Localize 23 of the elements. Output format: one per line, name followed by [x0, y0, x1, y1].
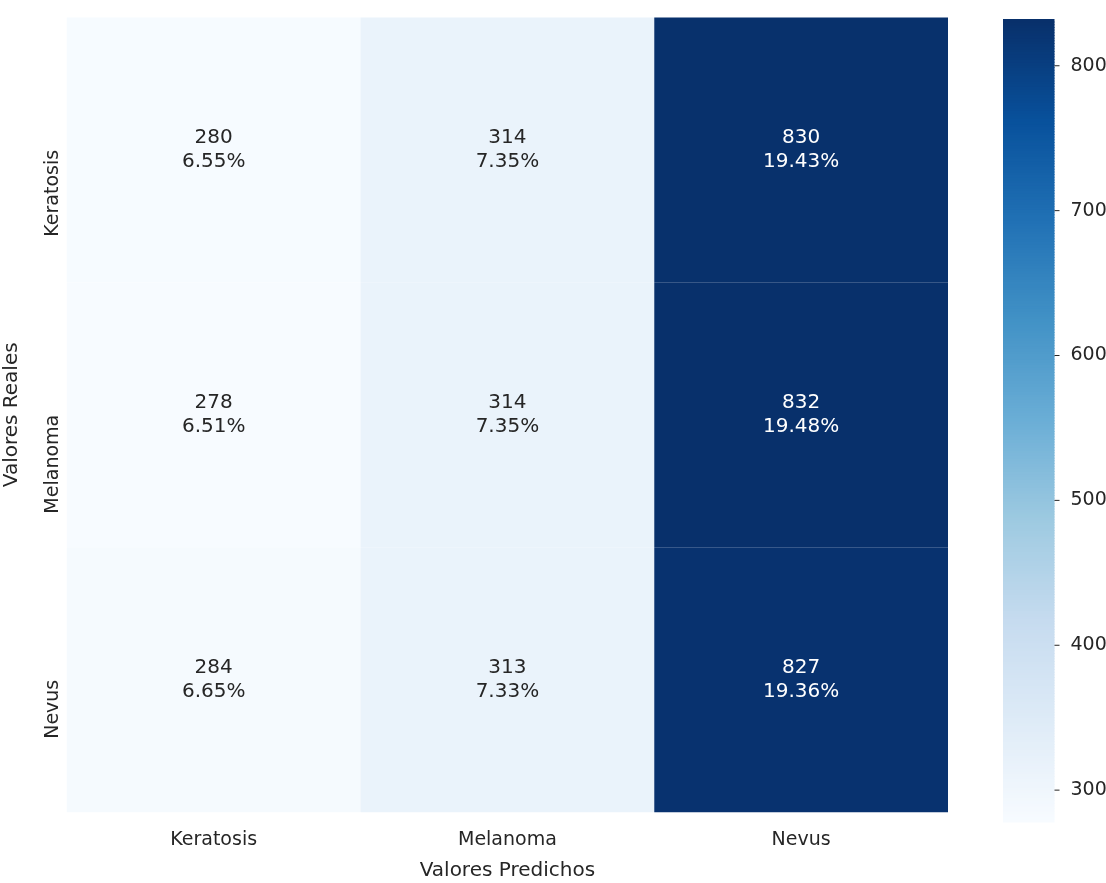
data-label: 314 7.35% — [475, 389, 540, 437]
data-label: 313 7.33% — [475, 653, 540, 702]
color-bar-label: 500 — [1070, 487, 1106, 510]
y-tick-label: Nevus — [39, 679, 62, 739]
data-label: 314 7.35% — [475, 124, 540, 173]
color-bar-label: 600 — [1070, 342, 1106, 365]
data-label: 830 19.43% — [763, 124, 840, 173]
data-label: 278 6.51% — [181, 389, 246, 437]
y-axis-title: Valores Reales — [0, 342, 23, 488]
color-bar-label: 300 — [1070, 777, 1106, 800]
x-tick-label: Nevus — [771, 826, 831, 849]
y-tick-label: Melanoma — [39, 414, 62, 514]
data-label: 827 19.36% — [763, 653, 840, 702]
x-axis-title: Valores Predichos — [419, 857, 596, 882]
data-label: 832 19.48% — [763, 389, 840, 437]
x-tick-label: Keratosis — [170, 826, 258, 849]
color-bar-label: 400 — [1070, 632, 1106, 655]
color-bar-label: 700 — [1070, 197, 1106, 220]
data-label: 284 6.65% — [181, 653, 246, 702]
data-label: 280 6.55% — [181, 124, 246, 173]
color-bar-label: 800 — [1070, 52, 1106, 75]
y-tick-label: Keratosis — [39, 149, 62, 237]
x-tick-label: Melanoma — [457, 826, 557, 849]
